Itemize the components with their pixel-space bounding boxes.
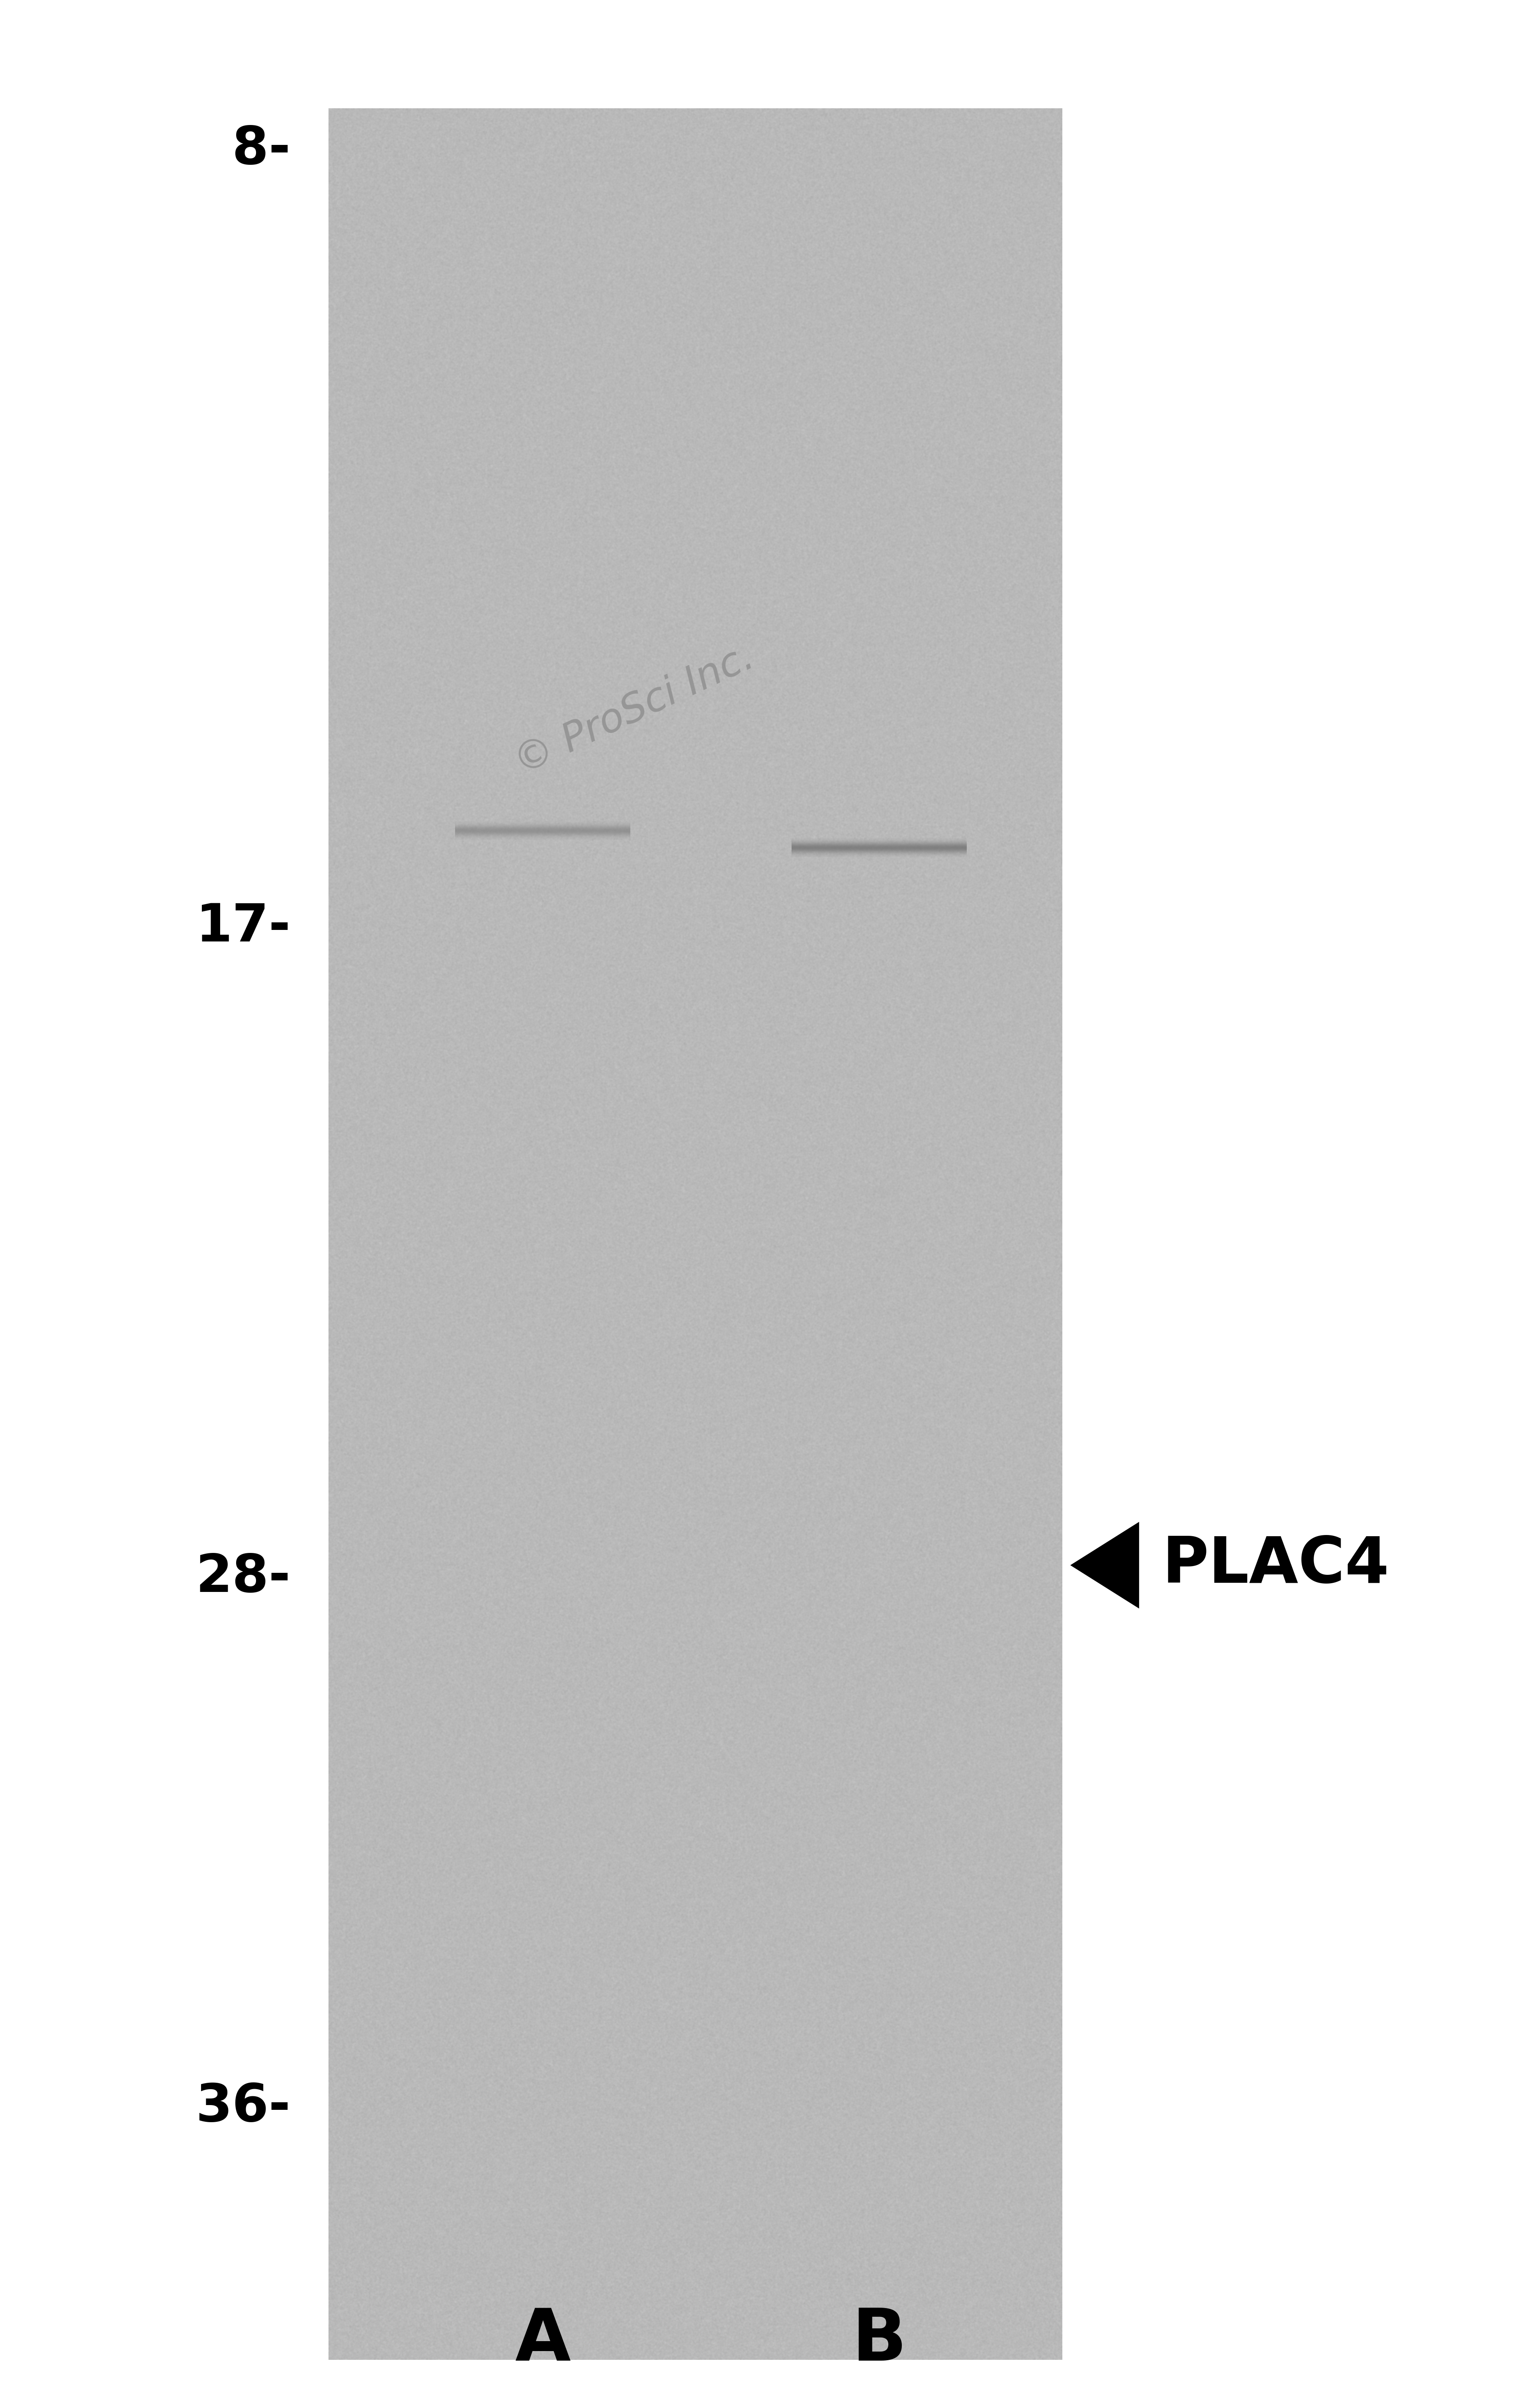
Polygon shape: [1070, 1522, 1139, 1609]
Text: © ProSci Inc.: © ProSci Inc.: [509, 638, 760, 783]
Text: B: B: [852, 2304, 907, 2377]
Text: 8-: 8-: [232, 125, 291, 173]
Text: PLAC4: PLAC4: [1162, 1534, 1390, 1597]
Text: 28-: 28-: [196, 1553, 291, 1601]
Text: 17-: 17-: [196, 903, 291, 951]
Text: 36-: 36-: [196, 2083, 291, 2131]
Text: A: A: [515, 2304, 570, 2377]
